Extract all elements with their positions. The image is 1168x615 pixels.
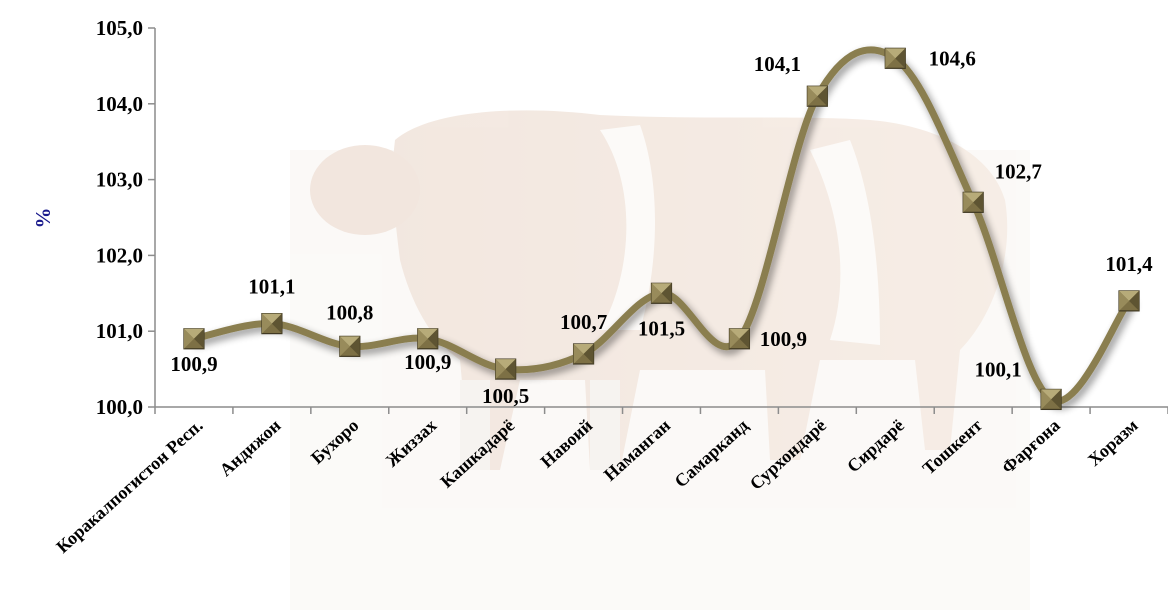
series-line xyxy=(190,46,1133,405)
y-ticks: 100,0 101,0 102,0 103,0 104,0 105,0 xyxy=(96,16,155,419)
data-point-marker xyxy=(495,358,517,380)
data-label-group: 100,9 101,1 100,8 100,9 100,5 100,7 101,5 100,9… xyxy=(170,46,1153,408)
data-label: 100,9 xyxy=(404,350,451,374)
background-photo xyxy=(290,110,1030,610)
data-point-marker xyxy=(261,313,283,335)
data-label: 100,5 xyxy=(482,384,529,408)
data-label: 100,1 xyxy=(974,357,1021,381)
x-category-label: Хоразм xyxy=(1084,415,1142,470)
axes xyxy=(154,28,1168,408)
data-label: 101,4 xyxy=(1105,252,1153,276)
data-point-marker xyxy=(1118,290,1140,312)
data-label: 101,5 xyxy=(638,316,685,340)
data-point-marker xyxy=(183,328,205,350)
data-label: 100,7 xyxy=(560,310,607,334)
data-point-marker xyxy=(962,191,984,213)
y-tick-label: 101,0 xyxy=(96,319,143,343)
series-line-group xyxy=(190,46,1133,405)
y-tick-label: 105,0 xyxy=(96,16,143,40)
data-label: 100,8 xyxy=(326,300,373,324)
data-point-marker xyxy=(884,47,906,69)
data-label: 100,9 xyxy=(760,327,807,351)
data-point-marker xyxy=(339,335,361,357)
y-tick-label: 100,0 xyxy=(96,395,143,419)
y-tick-label: 104,0 xyxy=(96,92,143,116)
data-point-marker xyxy=(728,328,751,350)
data-point-marker xyxy=(806,85,828,107)
data-point-marker xyxy=(417,328,439,350)
data-point-marker xyxy=(572,343,595,365)
x-category-label: Коракалпогистон Респ. xyxy=(52,415,206,557)
data-point-marker xyxy=(1040,388,1062,411)
data-label: 100,9 xyxy=(170,352,217,376)
y-tick-label: 102,0 xyxy=(96,243,143,267)
data-label: 104,6 xyxy=(929,46,976,70)
data-point-marker xyxy=(650,282,673,304)
y-tick-label: 103,0 xyxy=(96,168,143,192)
y-axis-title: % xyxy=(31,208,55,229)
data-label: 104,1 xyxy=(754,52,801,76)
data-label: 102,7 xyxy=(995,159,1042,183)
marker-group xyxy=(183,47,1140,411)
data-label: 101,1 xyxy=(248,275,295,299)
x-category-label: Андижон xyxy=(216,415,285,480)
